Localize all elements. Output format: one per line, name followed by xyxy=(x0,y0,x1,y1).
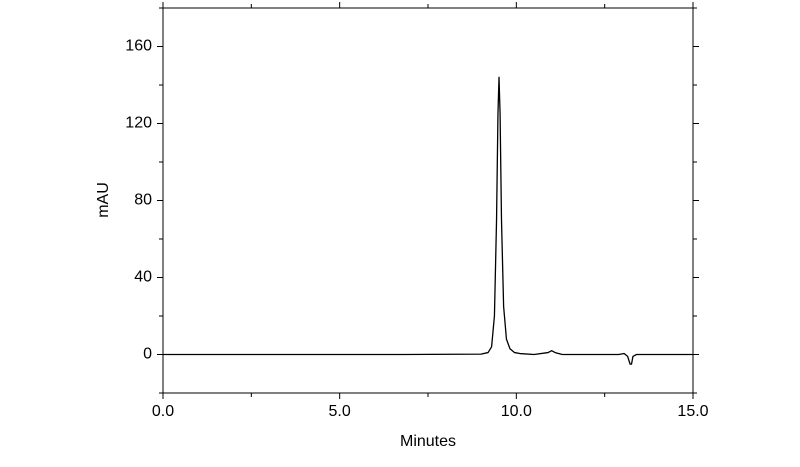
x-tick-label: 15.0 xyxy=(677,403,708,420)
y-tick-label: 120 xyxy=(125,115,152,132)
data-line xyxy=(163,76,693,365)
y-tick-label: 40 xyxy=(134,269,152,286)
y-tick-label: 80 xyxy=(134,192,152,209)
y-tick-label: 0 xyxy=(143,346,152,363)
x-tick-label: 0.0 xyxy=(152,403,174,420)
x-tick-label: 10.0 xyxy=(501,403,532,420)
x-axis-label: Minutes xyxy=(400,433,456,450)
y-tick-label: 160 xyxy=(125,38,152,55)
x-tick-label: 5.0 xyxy=(329,403,351,420)
plot-frame xyxy=(162,7,694,394)
y-axis-label: mAU xyxy=(95,182,112,218)
